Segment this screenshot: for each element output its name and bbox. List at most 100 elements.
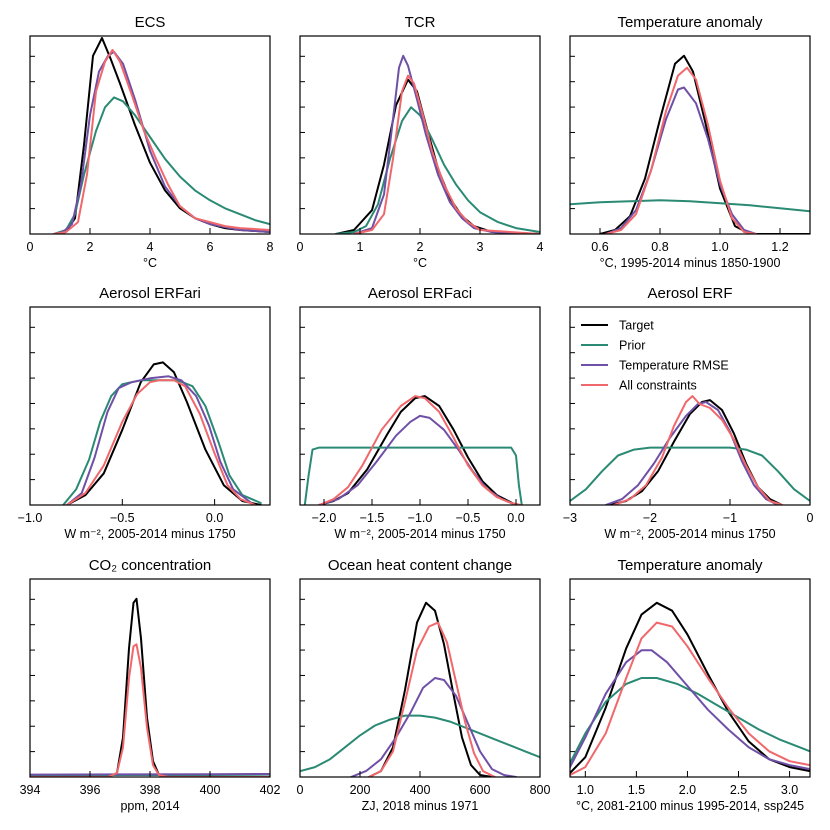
axes-frame <box>569 578 811 778</box>
panel-title: Temperature anomaly <box>617 557 763 574</box>
x-tick-label: 394 <box>20 783 41 797</box>
series-line-prior <box>570 446 810 502</box>
x-axis-label: W m⁻², 2005-2014 minus 1750 <box>604 527 775 541</box>
x-tick-label: 4 <box>147 240 154 254</box>
x-tick-label: 8 <box>267 240 274 254</box>
x-axis-label: W m⁻², 2005-2014 minus 1750 <box>64 527 235 541</box>
x-axis-label: °C <box>413 256 427 270</box>
series-line-temperature-rmse <box>30 773 270 776</box>
panel-5: Aerosol ERFaci −2.0 −1.5 −1.0 −0.5 0.0W m⁻², … <box>299 285 541 541</box>
x-tick-label: 0.6 <box>591 240 608 254</box>
panel-2: TCR 0 1 2 3 4 °C <box>297 14 544 270</box>
x-tick-label: −1 <box>723 511 737 525</box>
x-tick-label: −1.0 <box>18 511 43 525</box>
axes-frame <box>299 306 541 506</box>
series-line-all-constraints <box>368 621 496 777</box>
series-line-target <box>65 361 262 505</box>
x-tick-label: −2.0 <box>312 511 337 525</box>
series-line-temperature-rmse <box>350 677 517 777</box>
legend-label-target: Target <box>619 319 654 333</box>
series-line-all-constraints <box>613 395 783 505</box>
panel-8: Ocean heat content change 0 200 400 600 800 ZJ… <box>297 557 551 813</box>
x-tick-label: 0 <box>297 783 304 797</box>
legend-label-prior: Prior <box>619 339 645 353</box>
axes-frame <box>29 306 271 506</box>
x-tick-label: 3 <box>477 240 484 254</box>
series-line-prior <box>570 677 810 765</box>
x-axis-label: °C, 2081-2100 minus 1995-2014, ssp245 <box>576 799 804 813</box>
panel-title: ECS <box>135 14 166 31</box>
x-tick-label: −1.0 <box>408 511 433 525</box>
x-tick-label: 800 <box>530 783 551 797</box>
panel-1: ECS 0 2 4 6 8 °C <box>27 14 274 270</box>
x-tick-label: 3.0 <box>781 783 798 797</box>
series-line-temperature-rmse <box>53 50 270 234</box>
series-line-temperature-rmse <box>570 649 810 771</box>
panel-title: Temperature anomaly <box>617 14 763 31</box>
x-tick-label: 0 <box>297 240 304 254</box>
panel-7: CO₂ concentration 394 396 398 400 402 ppm, 201… <box>20 557 281 813</box>
x-tick-label: 0.0 <box>206 511 223 525</box>
x-tick-label: 0.8 <box>651 240 668 254</box>
series-line-temperature-rmse <box>605 86 757 234</box>
series-line-temperature-rmse <box>353 54 540 234</box>
axes-frame <box>299 578 541 778</box>
series-line-all-constraints <box>65 379 257 505</box>
series-line-all-constraints <box>53 48 270 234</box>
series-line-prior <box>303 446 523 505</box>
x-tick-label: 4 <box>537 240 544 254</box>
series-line-all-constraints <box>318 395 522 505</box>
x-axis-label: ZJ, 2018 minus 1971 <box>362 799 479 813</box>
panel-title: Aerosol ERF <box>647 285 732 302</box>
panel-3: Temperature anomaly 0.6 0.8 1.0 1.2 °C, 1995-… <box>569 14 811 270</box>
x-axis-label: W m⁻², 2005-2014 minus 1750 <box>334 527 505 541</box>
panel-title: Ocean heat content change <box>328 557 512 574</box>
x-tick-label: 6 <box>207 240 214 254</box>
series-line-prior <box>300 714 540 773</box>
x-tick-label: 2 <box>417 240 424 254</box>
x-tick-label: −3 <box>563 511 577 525</box>
series-line-target <box>335 78 540 234</box>
panel-4: Aerosol ERFari −1.0 −0.5 0.0 W m⁻², 2005-201… <box>18 285 271 541</box>
x-tick-label: 400 <box>410 783 431 797</box>
x-tick-label: 0 <box>27 240 34 254</box>
x-tick-label: 2 <box>87 240 94 254</box>
series-line-all-constraints <box>353 74 540 234</box>
x-tick-label: 0 <box>807 511 814 525</box>
panel-title: Aerosol ERFaci <box>368 285 472 302</box>
x-tick-label: −0.5 <box>456 511 481 525</box>
x-tick-label: 402 <box>260 783 281 797</box>
panel-title: Aerosol ERFari <box>99 285 201 302</box>
x-tick-label: −2 <box>643 511 657 525</box>
x-tick-label: −1.5 <box>360 511 385 525</box>
x-tick-label: 2.0 <box>679 783 696 797</box>
axes-frame <box>299 35 541 235</box>
series-line-all-constraints <box>605 66 757 234</box>
x-axis-label: ppm, 2014 <box>120 799 179 813</box>
x-tick-label: 2.5 <box>730 783 747 797</box>
x-tick-label: 1.5 <box>628 783 645 797</box>
series-line-temperature-rmse <box>65 375 253 505</box>
legend-label-all-constraints: All constraints <box>619 379 697 393</box>
panel-title: TCR <box>405 14 436 31</box>
x-tick-label: 0.0 <box>507 511 524 525</box>
x-tick-label: 600 <box>470 783 491 797</box>
x-tick-label: 398 <box>140 783 161 797</box>
axes-frame <box>569 35 811 235</box>
x-axis-label: °C, 1995-2014 minus 1850-1900 <box>600 256 781 270</box>
series-line-prior <box>570 199 810 213</box>
series-line-all-constraints <box>30 643 270 777</box>
series-line-all-constraints <box>570 621 810 776</box>
x-tick-label: −0.5 <box>110 511 135 525</box>
legend: Target Prior Temperature RMSE All constrain… <box>581 319 729 393</box>
series-line-target <box>318 395 517 505</box>
panel-title: CO₂ concentration <box>89 557 212 574</box>
series-line-temperature-rmse <box>318 414 517 505</box>
legend-label-temperature-rmse: Temperature RMSE <box>619 359 729 373</box>
panel-9: Temperature anomaly 1.0 1.5 2.0 2.5 3.0 °C, 20… <box>569 557 811 813</box>
panel-6: Aerosol ERF −3 −2 −1 0 W m⁻², 2005-2014 minus… <box>563 285 814 541</box>
x-tick-label: 200 <box>350 783 371 797</box>
x-tick-label: 1.2 <box>771 240 788 254</box>
series-line-temperature-rmse <box>605 401 779 505</box>
axes-frame <box>29 35 271 235</box>
